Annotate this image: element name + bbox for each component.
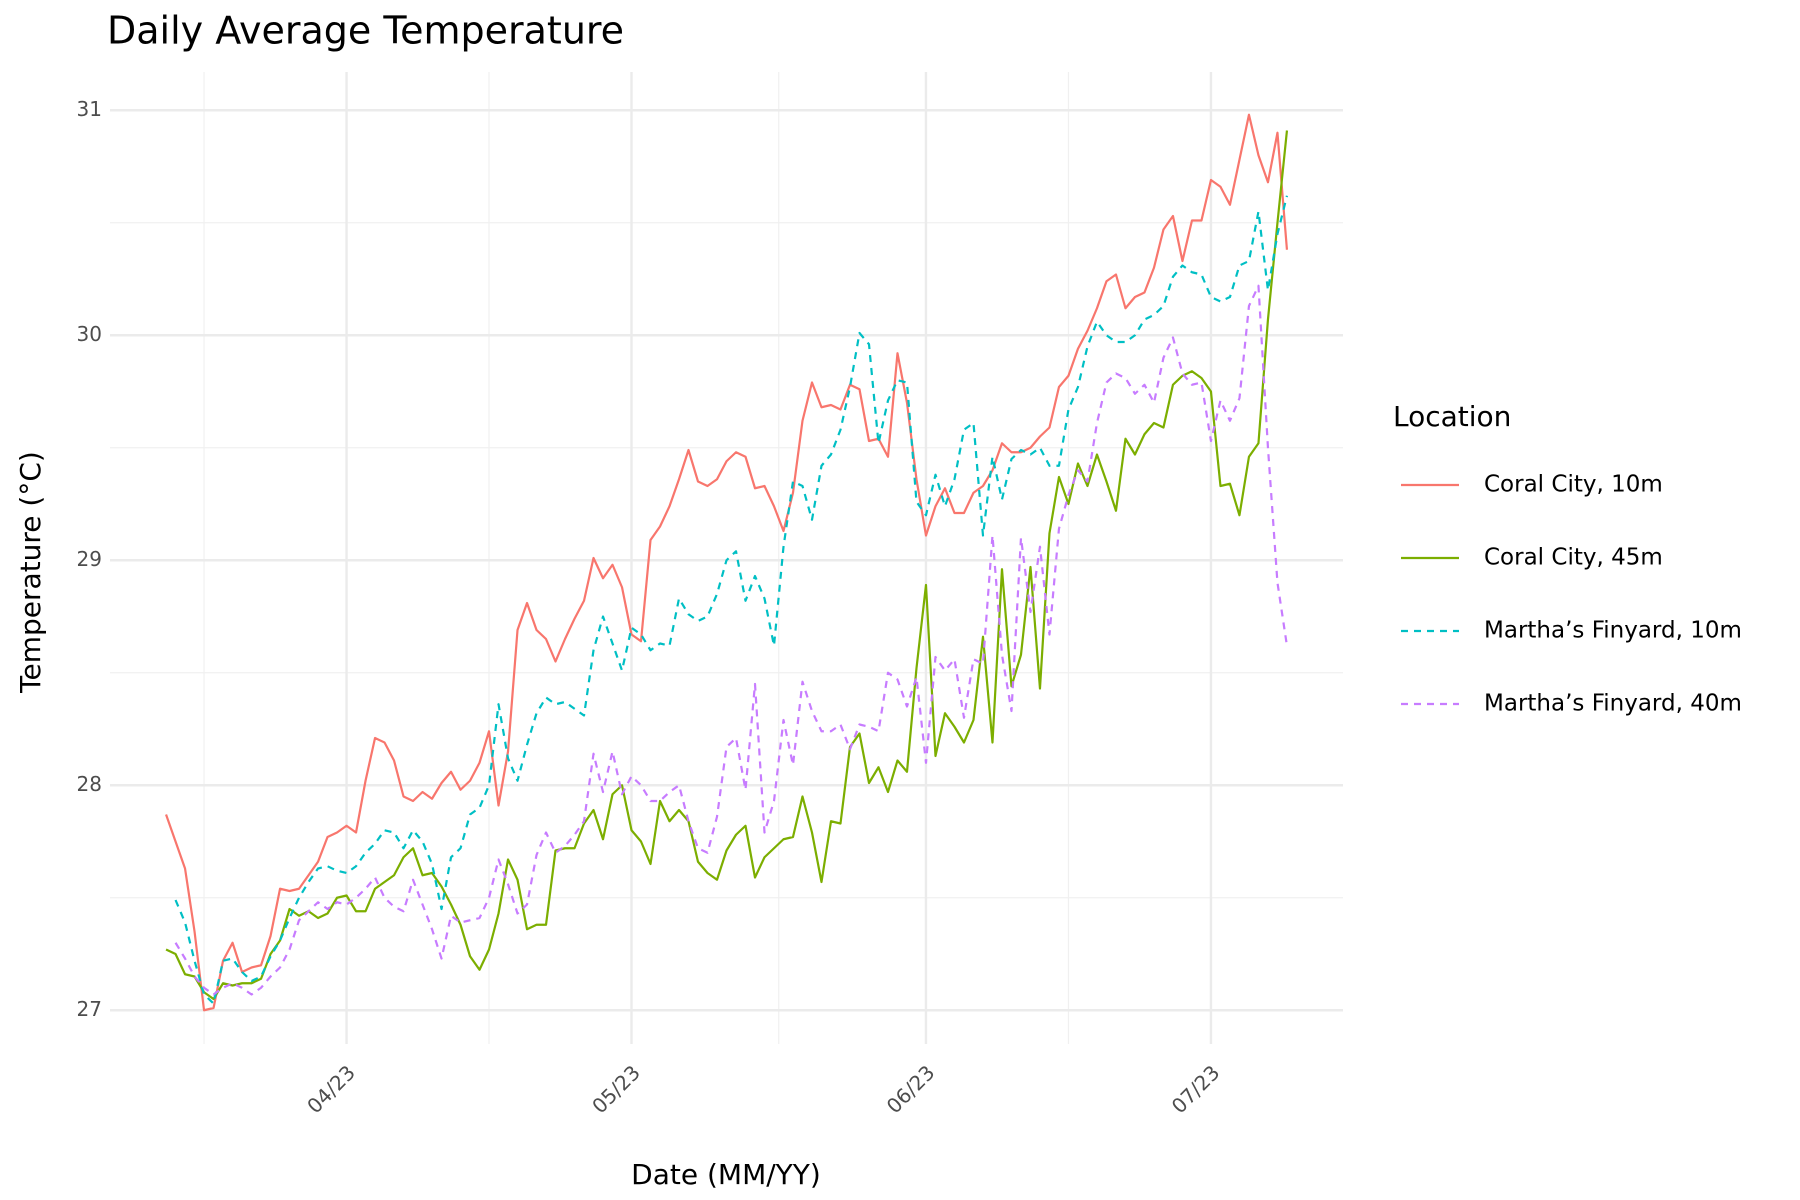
x-tick-label: 07/23 — [1167, 1060, 1225, 1118]
y-tick-label: 29 — [77, 547, 102, 571]
data-line — [174, 195, 1289, 1005]
x-tick-label: 05/23 — [587, 1060, 645, 1118]
legend-label: Coral City, 10m — [1484, 472, 1663, 498]
y-tick-label: 30 — [77, 322, 102, 346]
y-tick-label: 31 — [77, 97, 102, 121]
chart-title: Daily Average Temperature — [107, 9, 624, 53]
data-line — [174, 284, 1289, 996]
legend-title: Location — [1393, 400, 1511, 433]
grid — [110, 72, 1343, 1044]
data-line — [165, 113, 1289, 1012]
y-tick-label: 27 — [77, 997, 102, 1021]
data-line — [165, 130, 1289, 1001]
y-tick-label: 28 — [77, 772, 102, 796]
legend-label: Coral City, 45m — [1484, 545, 1663, 571]
legend-label: Martha’s Finyard, 40m — [1484, 691, 1742, 717]
y-axis-label: Temperature (°C) — [14, 451, 47, 694]
x-axis-label: Date (MM/YY) — [631, 1158, 821, 1191]
legend-label: Martha’s Finyard, 10m — [1484, 618, 1742, 644]
x-tick-label: 04/23 — [302, 1060, 360, 1118]
x-tick-label: 06/23 — [882, 1060, 940, 1118]
